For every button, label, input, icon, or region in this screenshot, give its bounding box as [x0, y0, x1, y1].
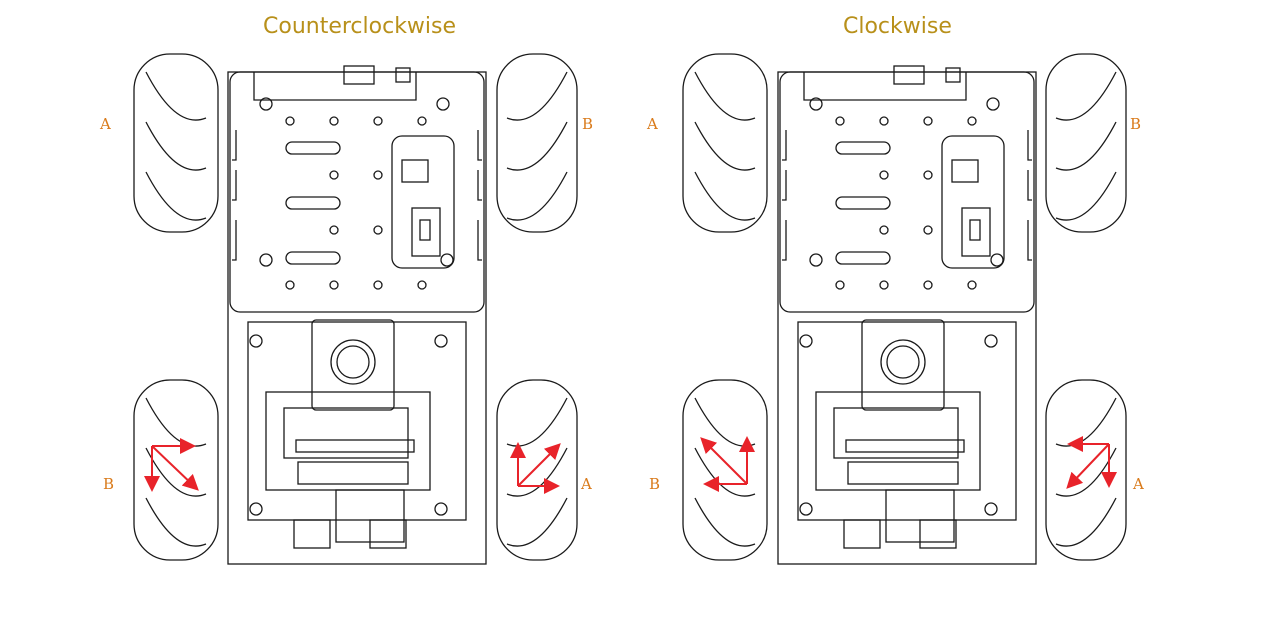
wheel-label-rear-left: B — [103, 475, 115, 493]
force-arrows — [144, 438, 561, 494]
camera-mount — [861, 319, 945, 411]
control-board — [941, 135, 1005, 269]
panel-title: Counterclockwise — [263, 14, 457, 39]
clockwise-panel: Clockwise — [633, 0, 1267, 634]
wheel-label-front-right: B — [1130, 115, 1142, 133]
force-arrows — [700, 436, 1117, 492]
mounting-holes — [259, 97, 454, 290]
camera-mount — [311, 319, 395, 411]
panel-title: Clockwise — [843, 14, 952, 39]
wheel-label-front-right: B — [582, 115, 594, 133]
wheel-label-rear-right: A — [581, 475, 592, 493]
top-plate — [779, 71, 1035, 313]
camera-lens — [880, 339, 926, 385]
wheel-rear-right — [1045, 379, 1127, 561]
wheel-label-front-left: A — [647, 115, 658, 133]
wheel-label-rear-left: B — [649, 475, 661, 493]
wheel-label-front-left: A — [100, 115, 111, 133]
wheel-label-rear-right: A — [1133, 475, 1144, 493]
wheel-front-left — [682, 53, 768, 233]
wheel-front-right — [496, 53, 578, 233]
wheel-rear-left — [682, 379, 768, 561]
top-plate — [229, 71, 485, 313]
robot-car-diagram — [133, 53, 578, 565]
counterclockwise-panel: Counterclockwise — [0, 0, 633, 634]
control-board — [391, 135, 455, 269]
robot-car-diagram — [682, 53, 1127, 565]
wheel-rear-right — [496, 379, 578, 561]
wheel-front-left — [133, 53, 219, 233]
wheel-front-right — [1045, 53, 1127, 233]
mounting-holes — [809, 97, 1004, 290]
camera-lens — [330, 339, 376, 385]
